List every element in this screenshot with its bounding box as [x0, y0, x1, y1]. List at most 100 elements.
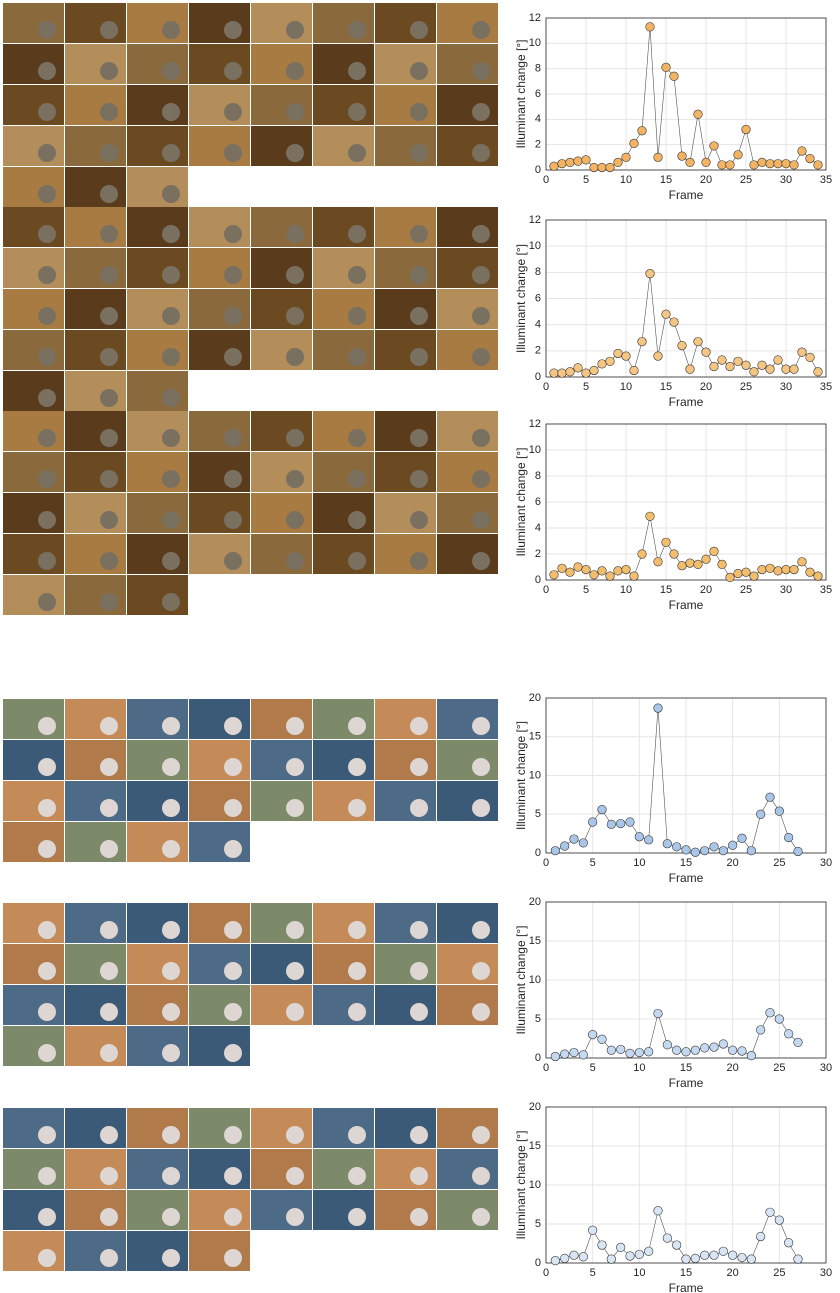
data-point [630, 366, 639, 375]
photo-sphere [286, 144, 304, 162]
photo-sphere [162, 470, 180, 488]
data-point [638, 126, 647, 135]
photo-sphere [100, 1208, 118, 1226]
photo-thumbnail [375, 289, 436, 329]
photo-sphere [38, 758, 56, 776]
photo-sphere [38, 62, 56, 80]
x-axis-label: Frame [669, 871, 704, 885]
photo-sphere [472, 552, 490, 570]
data-point [766, 159, 775, 168]
photo-sphere [38, 1249, 56, 1267]
photo-thumbnail [313, 944, 374, 984]
photo-thumbnail [127, 1149, 188, 1189]
data-point [550, 369, 559, 378]
data-point [738, 1253, 747, 1262]
photo-thumbnail [251, 1149, 312, 1189]
data-point [719, 1247, 728, 1256]
data-point [694, 337, 703, 346]
photo-sphere [286, 307, 304, 325]
photo-thumbnail [65, 85, 126, 125]
data-point [626, 1252, 635, 1261]
photo-sphere [224, 1003, 242, 1021]
photo-thumbnail [375, 1108, 436, 1148]
y-axis-label: Illuminant change [°] [514, 926, 528, 1035]
data-point [630, 572, 639, 581]
photo-thumbnail [437, 1149, 498, 1189]
photo-thumbnail [127, 3, 188, 43]
photo-thumbnail [65, 44, 126, 84]
photo-sphere [472, 1167, 490, 1185]
y-tick-label: 0 [535, 1052, 541, 1064]
photo-thumbnail [313, 207, 374, 247]
photo-sphere [348, 266, 366, 284]
photo-sphere [100, 348, 118, 366]
data-point [672, 1046, 681, 1055]
data-point [738, 834, 747, 843]
data-point [598, 1035, 607, 1044]
photo-thumbnail [189, 985, 250, 1025]
photo-thumbnail [375, 3, 436, 43]
x-tick-label: 35 [820, 174, 832, 186]
photo-sphere [38, 429, 56, 447]
data-point [626, 818, 635, 827]
data-point [638, 550, 647, 559]
data-point [775, 1015, 784, 1024]
x-tick-label: 15 [660, 174, 672, 186]
data-point [750, 161, 759, 170]
photo-thumbnail [3, 411, 64, 451]
photo-thumbnail [313, 289, 374, 329]
x-tick-label: 25 [740, 174, 752, 186]
photo-sphere [162, 307, 180, 325]
x-axis-label: Frame [669, 395, 704, 409]
photo-sphere [472, 429, 490, 447]
photo-sphere [100, 1167, 118, 1185]
photo-thumbnail [3, 781, 64, 821]
data-point [774, 567, 783, 576]
photo-thumbnail [3, 1231, 64, 1271]
x-tick-label: 15 [680, 857, 692, 869]
photo-thumbnail [375, 248, 436, 288]
data-point [806, 353, 815, 362]
x-tick-label: 30 [820, 1062, 832, 1074]
photo-sphere [38, 1126, 56, 1144]
photo-thumbnail [189, 289, 250, 329]
data-point [644, 836, 653, 845]
data-point [654, 352, 663, 361]
photo-sphere [162, 921, 180, 939]
photo-sphere [38, 511, 56, 529]
photo-thumbnail [65, 740, 126, 780]
photo-thumbnail [313, 85, 374, 125]
data-point [638, 337, 647, 346]
figure: 02468101205101520253035FrameIlluminant c… [0, 0, 840, 1293]
photo-sphere [100, 21, 118, 39]
photo-thumbnail [3, 289, 64, 329]
photo-thumbnail [189, 699, 250, 739]
data-point [551, 846, 560, 855]
photo-thumbnail [437, 207, 498, 247]
photo-sphere [38, 552, 56, 570]
x-tick-label: 30 [780, 381, 792, 393]
photo-thumbnail [375, 781, 436, 821]
data-point [558, 369, 567, 378]
photo-thumbnail [189, 1108, 250, 1148]
photo-sphere [348, 758, 366, 776]
data-point [644, 1247, 653, 1256]
photo-thumbnail [189, 493, 250, 533]
photo-thumbnail [127, 1231, 188, 1271]
photo-sphere [348, 552, 366, 570]
data-point [588, 1226, 597, 1235]
photo-sphere [100, 593, 118, 611]
photo-thumbnail [189, 248, 250, 288]
photo-sphere [472, 717, 490, 735]
photo-thumbnail [3, 330, 64, 370]
photo-sphere [410, 921, 428, 939]
photo-thumbnail [127, 1108, 188, 1148]
photo-thumbnail [189, 781, 250, 821]
data-point [570, 835, 579, 844]
photo-sphere [410, 348, 428, 366]
data-point [654, 1206, 663, 1215]
photo-thumbnail [127, 493, 188, 533]
data-point [756, 1232, 765, 1241]
photo-thumbnail [65, 575, 126, 615]
data-point [635, 1048, 644, 1057]
